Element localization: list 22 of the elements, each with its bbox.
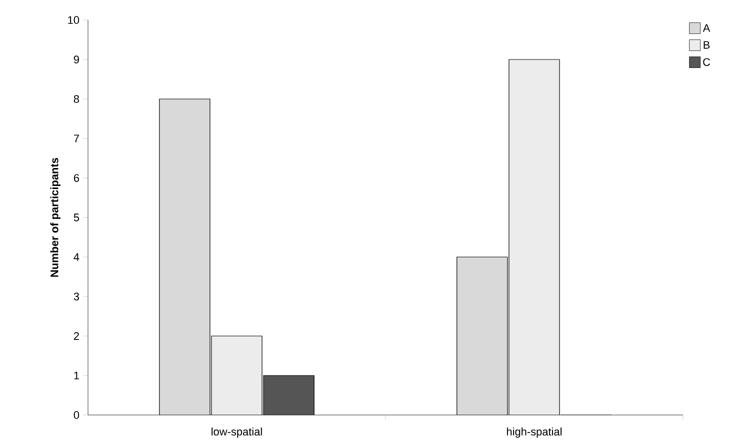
y-tick-label: 2 <box>74 332 79 340</box>
y-tick-label: 5 <box>74 214 80 222</box>
y-tick-label: 9 <box>74 56 79 64</box>
legend-label: C <box>703 58 710 66</box>
bar <box>508 59 560 415</box>
y-tick-label: 0 <box>74 411 80 419</box>
y-tick-label: 3 <box>74 292 80 300</box>
bar <box>159 98 210 415</box>
bar <box>211 336 262 415</box>
y-tick-label: 1 <box>74 372 79 380</box>
x-tick-label: low-spatial <box>212 427 262 438</box>
legend-label: A <box>702 24 710 32</box>
y-tick-label: 10 <box>68 16 80 24</box>
y-tick-label: 6 <box>74 174 80 182</box>
y-axis-title: Number of participants <box>50 158 60 277</box>
y-tick-label: 8 <box>74 95 80 103</box>
bar <box>264 376 314 415</box>
bar <box>456 256 508 415</box>
y-tick-label: 7 <box>74 134 79 142</box>
y-tick-label: 4 <box>74 253 80 261</box>
x-tick-label: high-spatial <box>506 427 562 438</box>
legend-label: B <box>704 41 710 49</box>
